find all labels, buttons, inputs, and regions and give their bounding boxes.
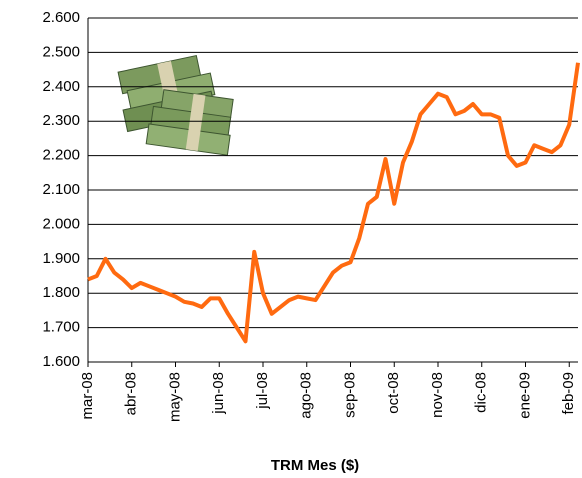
x-tick-label: dic-08 [473,372,490,413]
x-tick-label: feb-09 [560,372,577,415]
x-tick-label: jul-08 [254,372,271,410]
chart: TRM Mes ($) 1.600 1.700 1.800 1.900 2.000 2.1… [0,0,582,478]
y-tick-label: 2.100 [42,181,80,198]
y-tick-label: 1.800 [42,284,80,301]
x-tick-label: ago-08 [298,372,315,419]
y-tick-label: 2.600 [42,9,80,26]
x-tick-label: jun-08 [210,372,227,415]
y-tick-label: 2.500 [42,43,80,60]
x-tick-label: ene-09 [516,372,533,419]
y-tick-label: 2.300 [42,112,80,129]
x-tick-label: abr-08 [123,372,140,415]
y-tick-label: 2.000 [42,215,80,232]
x-tick-label: mar-08 [79,372,96,420]
y-tick-label: 1.700 [42,319,80,336]
x-tick-label: oct-08 [385,372,402,414]
y-tick-label: 1.900 [42,250,80,267]
x-tick-label: sep-08 [341,372,358,418]
y-tick-label: 2.400 [42,78,80,95]
y-tick-label: 1.600 [42,353,80,370]
x-tick-label: may-08 [166,372,183,422]
money-illustration [112,40,244,160]
x-tick-label: nov-08 [429,372,446,418]
y-tick-label: 2.200 [42,147,80,164]
x-axis-title: TRM Mes ($) [271,457,359,474]
